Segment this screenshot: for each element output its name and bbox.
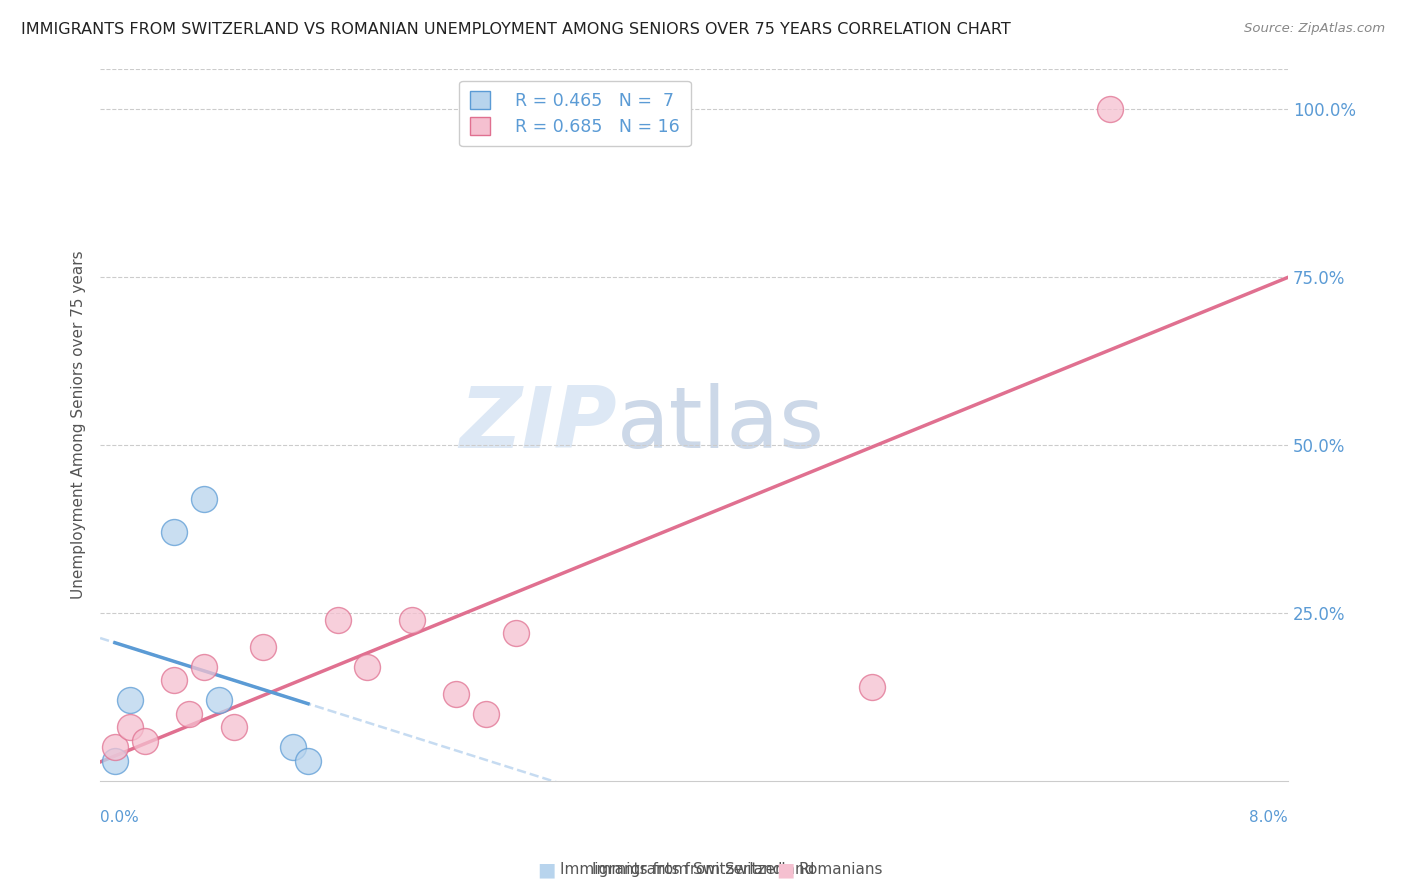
Point xyxy=(283,740,305,755)
Point xyxy=(1098,102,1121,116)
Point xyxy=(446,687,468,701)
Text: 0.0%: 0.0% xyxy=(100,810,139,824)
Point xyxy=(326,613,349,627)
Point xyxy=(222,720,245,734)
Text: Immigrants from Switzerland: Immigrants from Switzerland xyxy=(560,863,782,877)
Point xyxy=(118,693,141,707)
Point xyxy=(163,673,186,688)
Text: ■: ■ xyxy=(537,860,555,880)
Point xyxy=(297,754,319,768)
Point xyxy=(208,693,231,707)
Point xyxy=(134,733,156,747)
Text: Source: ZipAtlas.com: Source: ZipAtlas.com xyxy=(1244,22,1385,36)
Point xyxy=(356,659,378,673)
Point xyxy=(193,659,215,673)
Text: 8.0%: 8.0% xyxy=(1250,810,1288,824)
Point xyxy=(505,626,527,640)
Text: ■: ■ xyxy=(776,860,794,880)
Point xyxy=(193,491,215,506)
Text: atlas: atlas xyxy=(617,384,825,467)
Legend:   R = 0.465   N =  7,   R = 0.685   N = 16: R = 0.465 N = 7, R = 0.685 N = 16 xyxy=(460,81,690,146)
Text: ZIP: ZIP xyxy=(460,384,617,467)
Point xyxy=(163,525,186,540)
Y-axis label: Unemployment Among Seniors over 75 years: Unemployment Among Seniors over 75 years xyxy=(72,251,86,599)
Point xyxy=(104,740,127,755)
Point xyxy=(104,754,127,768)
Point xyxy=(401,613,423,627)
Text: Immigrants from Switzerland: Immigrants from Switzerland xyxy=(592,863,814,877)
Text: IMMIGRANTS FROM SWITZERLAND VS ROMANIAN UNEMPLOYMENT AMONG SENIORS OVER 75 YEARS: IMMIGRANTS FROM SWITZERLAND VS ROMANIAN … xyxy=(21,22,1011,37)
Point xyxy=(475,706,498,721)
Point xyxy=(118,720,141,734)
Point xyxy=(179,706,201,721)
Point xyxy=(252,640,274,654)
Point xyxy=(860,680,883,694)
Text: Romanians: Romanians xyxy=(799,863,883,877)
